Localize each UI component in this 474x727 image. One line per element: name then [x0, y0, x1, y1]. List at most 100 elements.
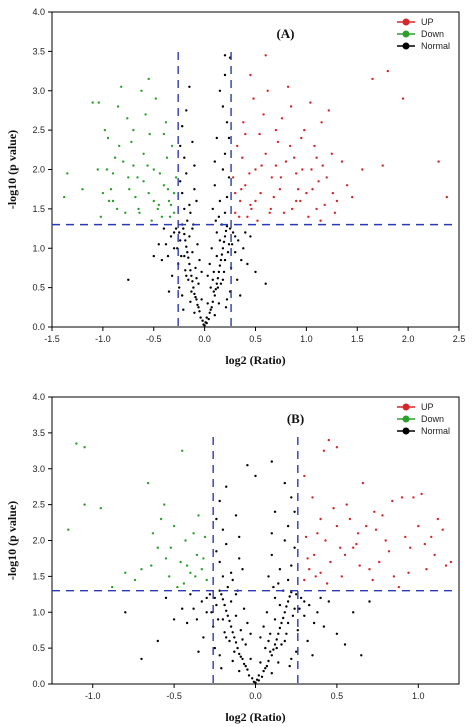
data-point-normal	[211, 278, 214, 281]
y-tick-label: 1.0	[32, 607, 45, 617]
data-point-up	[279, 176, 283, 179]
data-point-down	[136, 176, 139, 179]
data-point-down	[107, 199, 111, 203]
data-point-normal	[222, 270, 226, 274]
data-point-up	[248, 172, 251, 175]
data-point-normal	[218, 499, 221, 503]
data-point-normal	[223, 235, 227, 238]
data-point-normal	[278, 603, 282, 607]
data-point-up	[329, 560, 332, 564]
data-point-up	[258, 132, 261, 136]
data-point-normal	[242, 607, 246, 610]
data-point-normal	[249, 632, 252, 635]
data-point-normal	[319, 596, 322, 600]
data-point-normal	[181, 125, 184, 128]
data-point-normal	[195, 277, 198, 280]
data-point-up	[361, 168, 364, 171]
data-point-up	[264, 152, 267, 155]
x-tick-label: -0.5	[166, 691, 182, 701]
legend-marker	[402, 30, 410, 38]
data-point-up	[236, 144, 239, 148]
data-point-normal	[288, 664, 291, 668]
data-point-up	[321, 164, 324, 167]
data-point-normal	[183, 156, 186, 159]
legend-label: Normal	[421, 426, 450, 436]
data-point-up	[324, 539, 327, 542]
data-point-down	[105, 168, 109, 171]
x-tick-label: 2.0	[402, 334, 415, 344]
data-point-normal	[157, 243, 160, 246]
data-point-up	[312, 553, 316, 557]
data-point-normal	[285, 605, 288, 608]
data-point-normal	[223, 152, 227, 155]
data-point-down	[174, 176, 178, 179]
data-point-normal	[239, 629, 242, 632]
x-tick-label: 0.5	[331, 691, 344, 701]
data-point-normal	[182, 308, 185, 311]
data-point-up	[316, 532, 319, 535]
data-point-down	[157, 203, 160, 207]
data-point-normal	[221, 528, 225, 531]
legend-marker	[402, 403, 410, 411]
data-point-normal	[205, 316, 208, 319]
data-point-down	[138, 211, 141, 214]
data-point-normal	[167, 290, 171, 293]
data-point-normal	[286, 621, 290, 625]
data-point-normal	[368, 600, 371, 603]
data-point-normal	[164, 596, 168, 600]
data-point-normal	[225, 121, 229, 124]
data-point-normal	[277, 582, 280, 585]
data-point-normal	[295, 593, 298, 596]
data-point-normal	[272, 585, 275, 589]
y-tick-label: 3.0	[32, 86, 45, 96]
data-point-normal	[244, 664, 247, 668]
data-point-up	[401, 97, 405, 100]
legend-label: UP	[421, 17, 434, 27]
data-point-normal	[166, 254, 170, 258]
data-point-normal	[213, 294, 216, 297]
data-point-down	[168, 215, 172, 218]
data-point-up	[299, 199, 302, 203]
data-point-up	[449, 560, 453, 564]
data-point-down	[62, 195, 66, 199]
data-point-down	[132, 164, 135, 167]
data-point-down	[197, 514, 200, 517]
data-point-normal	[226, 614, 229, 617]
data-point-normal	[239, 655, 242, 658]
data-point-normal	[178, 231, 181, 234]
volcano-panel-a: 0.0 0.5 1.0 1.5 2.0 2.5 3.0 3.5 4.0 -1.5 -1.0 -0.5 0…	[5, 7, 465, 367]
data-point-normal	[295, 650, 298, 653]
data-point-up	[313, 144, 316, 148]
data-point-normal	[221, 278, 225, 281]
data-point-normal	[293, 546, 296, 549]
data-point-normal	[190, 290, 193, 293]
data-point-normal	[270, 460, 273, 463]
data-point-normal	[213, 314, 216, 317]
data-point-normal	[206, 274, 209, 277]
data-point-normal	[231, 631, 234, 634]
data-point-up	[417, 524, 420, 528]
data-point-normal	[184, 239, 187, 242]
legend-label: Down	[421, 414, 444, 424]
data-point-normal	[251, 677, 254, 680]
legend: UP Down Normal	[397, 402, 450, 436]
data-point-normal	[308, 603, 311, 607]
data-point-up	[371, 77, 374, 81]
data-point-up	[303, 128, 306, 132]
data-point-down	[111, 199, 115, 203]
data-point-normal	[241, 568, 244, 571]
data-point-normal	[233, 650, 236, 653]
data-point-down	[152, 168, 155, 171]
data-point-normal	[275, 646, 278, 650]
data-point-up	[305, 191, 308, 195]
data-point-up	[234, 191, 237, 195]
data-point-normal	[225, 636, 228, 639]
data-point-up	[340, 575, 343, 578]
data-point-down	[152, 199, 155, 203]
data-point-down	[159, 517, 163, 521]
data-point-normal	[267, 575, 270, 578]
data-point-normal	[202, 323, 205, 326]
data-point-normal	[189, 593, 192, 596]
data-point-down	[127, 176, 130, 179]
data-point-up	[264, 54, 267, 57]
